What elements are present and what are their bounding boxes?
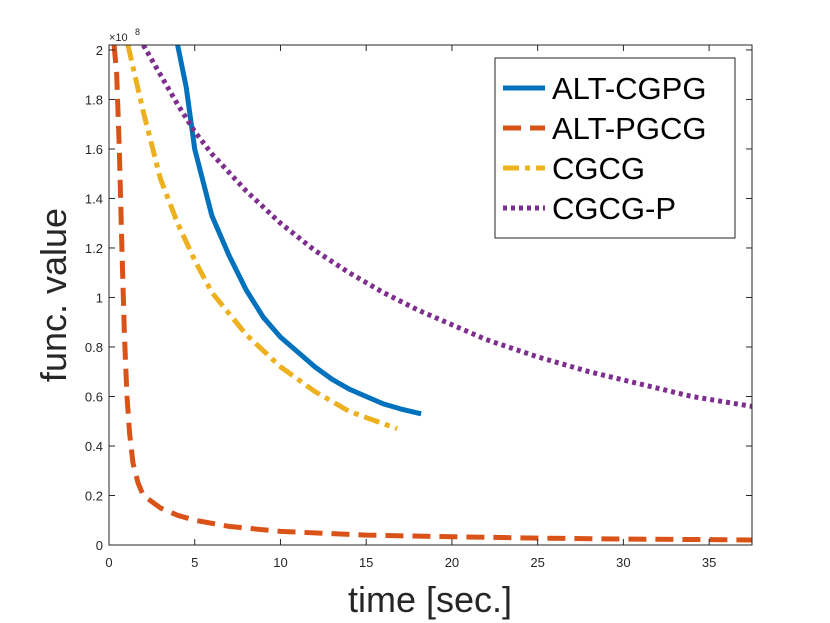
y-exponent-base: ×10 xyxy=(109,32,128,44)
series-line-1 xyxy=(175,45,422,417)
legend: ALT-CGPG ALT-PGCG CGCG CGCG-P xyxy=(494,57,736,239)
x-tick-label: 35 xyxy=(702,555,716,570)
y-tick-label: 0.8 xyxy=(85,340,103,355)
x-tick-label: 0 xyxy=(105,555,112,570)
x-axis-label: time [sec.] xyxy=(348,579,512,620)
y-tick-label: 0.4 xyxy=(85,439,103,454)
y-tick-label: 1.6 xyxy=(85,142,103,157)
series-line-2 xyxy=(111,45,752,543)
x-tick-label: 25 xyxy=(530,555,544,570)
y-tick-label: 2 xyxy=(96,43,103,58)
series-line-3 xyxy=(125,45,398,432)
ticks-layer: 0 5 10 15 20 25 30 35 0 0.2 0.4 0.6 0.8 1 1.2 1.4 1.6 1.8… xyxy=(85,43,752,570)
legend-label-3: CGCG xyxy=(552,151,645,186)
y-axis-label: func. value xyxy=(33,208,74,382)
y-exponent-power: 8 xyxy=(135,27,140,37)
series-layer xyxy=(111,45,752,543)
legend-label-1: ALT-CGPG xyxy=(552,71,706,106)
x-tick-label: 20 xyxy=(445,555,459,570)
y-tick-label: 1.8 xyxy=(85,92,103,107)
y-tick-label: 0 xyxy=(96,538,103,553)
y-tick-label: 1.4 xyxy=(85,191,103,206)
series-line-4 xyxy=(141,45,752,409)
x-tick-label: 15 xyxy=(359,555,373,570)
axes-box xyxy=(108,44,753,546)
x-tick-label: 5 xyxy=(191,555,198,570)
y-tick-label: 0.2 xyxy=(85,488,103,503)
legend-label-4: CGCG-P xyxy=(552,191,676,226)
legend-label-2: ALT-PGCG xyxy=(552,111,706,146)
y-tick-label: 1.2 xyxy=(85,241,103,256)
y-tick-label: 0.6 xyxy=(85,389,103,404)
x-tick-label: 10 xyxy=(273,555,287,570)
x-tick-label: 30 xyxy=(616,555,630,570)
y-tick-label: 1 xyxy=(96,290,103,305)
